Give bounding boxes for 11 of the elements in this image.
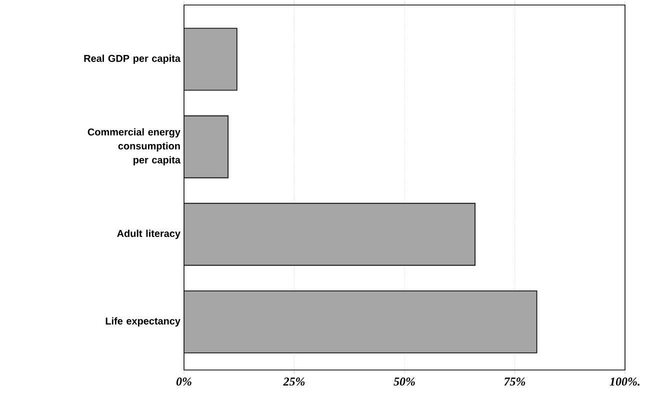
x-tick-label: 75%	[504, 378, 526, 386]
bar	[184, 115, 229, 178]
x-tick-label: 25%	[283, 378, 305, 386]
y-tick-label: Life expectancy	[106, 317, 180, 326]
bar	[184, 28, 238, 91]
y-tick-label: Adult literacy	[117, 230, 180, 239]
x-tick-label: 0%	[176, 378, 192, 386]
x-tick-label: 100%.	[610, 378, 640, 386]
x-tick-label: 50%	[394, 378, 415, 386]
y-tick-label: Real GDP per capita	[84, 54, 181, 64]
y-tick-label: Commercial energy consumption per capita	[88, 128, 181, 166]
